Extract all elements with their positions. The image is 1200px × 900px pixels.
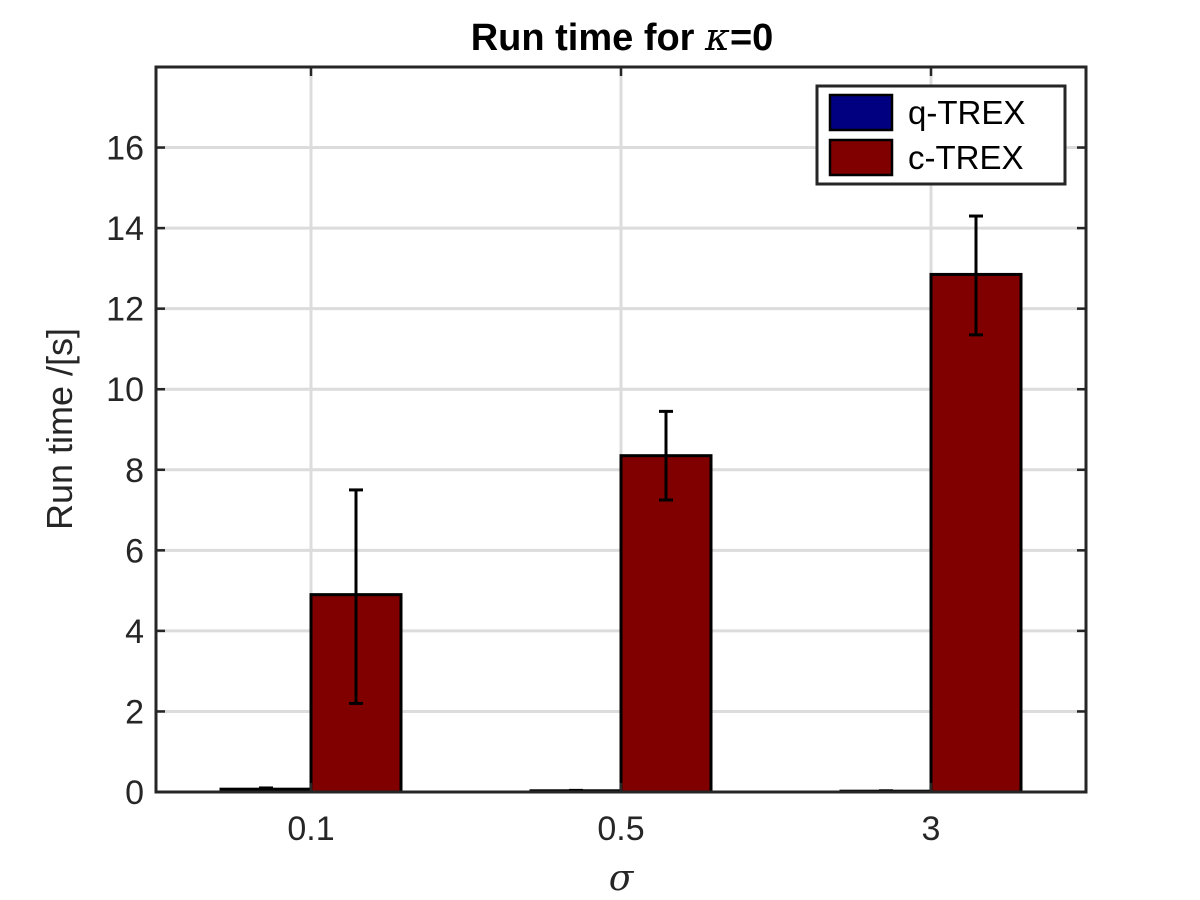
legend: q-TREX c-TREX [815,84,1067,186]
y-tick-label: 8 [125,452,144,490]
x-tick-label: 3 [922,810,941,848]
error-bar-c-trex-0.5 [659,409,673,502]
x-axis-ticks: 0.1 0.5 3 [287,67,940,848]
error-bar-c-trex-3 [969,214,983,337]
x-tick-label: 0.5 [597,810,644,848]
title-kappa-symbol: κ [704,15,730,59]
y-tick-label: 10 [106,371,144,409]
error-bar-c-trex-0.1 [349,488,363,705]
y-tick-label: 14 [106,210,144,248]
error-bar-q-trex-0.1 [259,786,273,792]
bar-c-trex-0.5 [619,454,713,794]
y-axis-ticks: 0 2 4 6 8 10 12 14 16 [106,130,1086,812]
x-tick-label: 0.1 [287,810,334,848]
y-tick-label: 16 [106,130,144,168]
chart-title: Run time for κ=0 [471,15,774,59]
y-tick-label: 12 [106,291,144,329]
legend-label-q-trex: q-TREX [908,94,1025,131]
legend-swatch-q-trex [828,93,894,132]
y-tick-label: 2 [125,693,144,731]
legend-label-c-trex: c-TREX [908,139,1024,176]
y-axis-label: Run time /[s] [39,328,80,530]
y-tick-label: 4 [125,613,144,651]
bar-c-trex-3 [929,272,1023,794]
x-axis-label: σ [609,858,635,899]
legend-swatch-c-trex [828,138,894,177]
y-tick-label: 6 [125,532,144,570]
y-tick-label: 0 [125,774,144,812]
